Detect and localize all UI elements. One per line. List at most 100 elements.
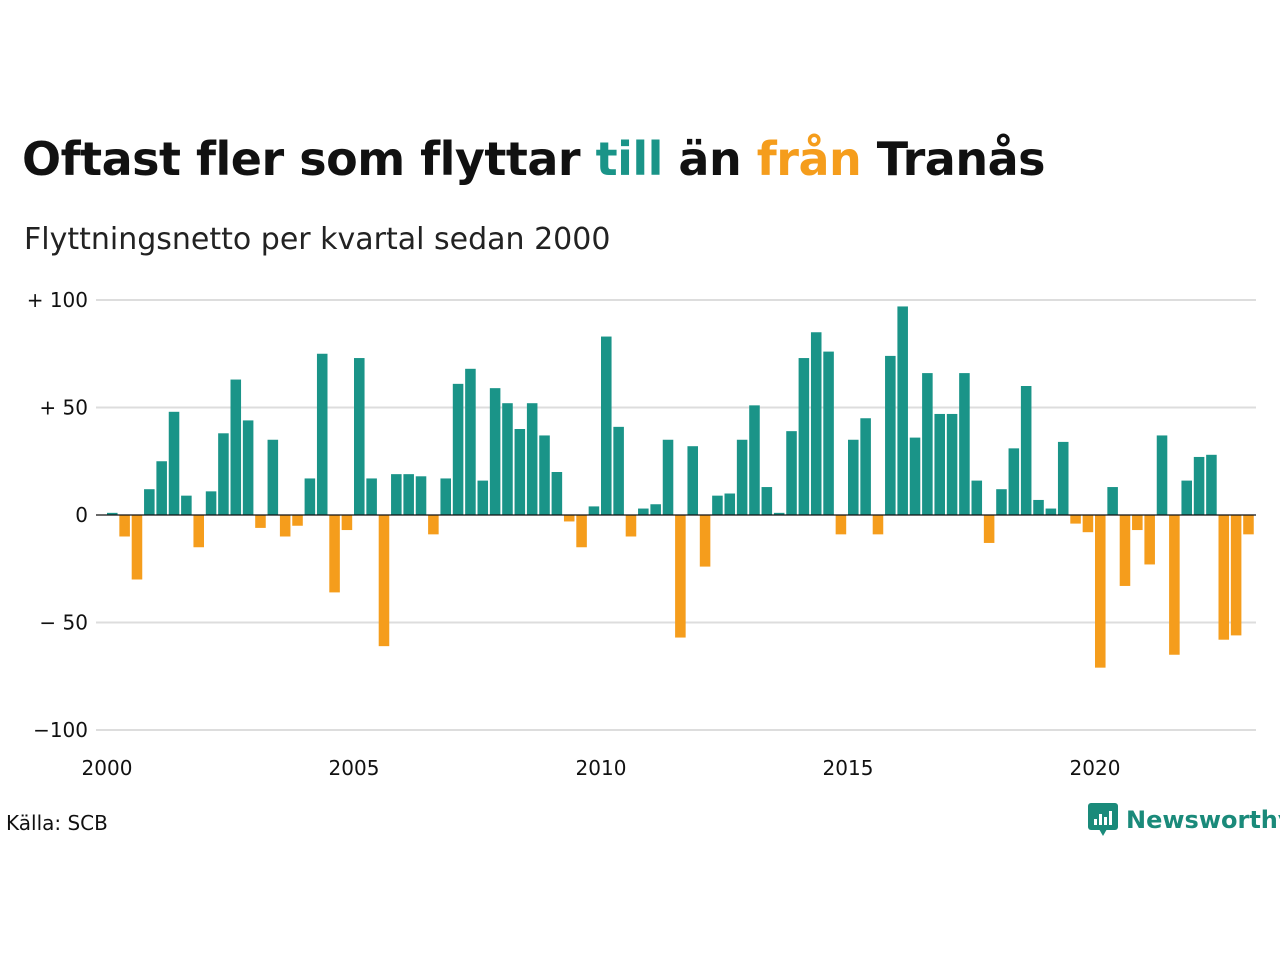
title-word-fran: från	[756, 132, 862, 186]
bar	[650, 504, 661, 515]
bar	[292, 515, 303, 526]
bar	[625, 515, 637, 537]
bar	[1119, 515, 1131, 586]
bar	[316, 353, 328, 515]
bar	[736, 439, 748, 515]
bar	[551, 472, 563, 515]
bar	[255, 515, 266, 528]
bar	[996, 489, 1007, 515]
bar	[1169, 515, 1180, 655]
bar	[366, 478, 377, 515]
bar	[1070, 515, 1081, 524]
bar	[1082, 515, 1094, 533]
y-tick-labels: + 100 + 50 0 − 50 −100	[27, 288, 88, 742]
bar	[119, 515, 130, 537]
bar	[835, 515, 847, 535]
bar	[304, 478, 316, 515]
bar	[971, 480, 983, 515]
bar	[218, 433, 229, 515]
bar	[601, 336, 612, 515]
bar	[761, 487, 773, 515]
bar	[638, 508, 649, 515]
bar	[712, 495, 723, 515]
bar	[687, 446, 698, 515]
bar	[946, 413, 958, 515]
bar	[983, 515, 995, 543]
bar	[786, 431, 797, 515]
bar	[1107, 487, 1118, 515]
x-tick-label: 2000	[82, 756, 133, 780]
bar	[563, 515, 575, 522]
bar	[107, 512, 118, 515]
bar	[810, 332, 822, 515]
newsworthy-logo: Newsworthy	[1088, 803, 1280, 837]
title-part-2: än	[662, 132, 757, 186]
x-tick-label: 2005	[329, 756, 380, 780]
bar	[897, 306, 908, 515]
bar	[885, 355, 896, 515]
bar	[428, 515, 439, 535]
bar	[279, 515, 291, 537]
y-tick-label: + 100	[27, 288, 88, 312]
bar	[773, 512, 785, 515]
bar	[1144, 515, 1155, 565]
bar	[526, 403, 538, 515]
bar	[1218, 515, 1230, 640]
bar	[205, 491, 217, 515]
bar	[1181, 480, 1192, 515]
newsworthy-logo-icon	[1088, 803, 1118, 836]
bar	[959, 373, 970, 515]
bar	[823, 351, 834, 515]
title-part-3: Tranås	[861, 132, 1046, 186]
bar	[477, 480, 489, 515]
bar	[242, 420, 254, 515]
bar	[1095, 515, 1106, 668]
bar	[156, 461, 167, 515]
y-tick-label: − 50	[39, 611, 88, 635]
bar	[440, 478, 451, 515]
y-tick-label: 0	[75, 503, 88, 527]
bar	[465, 368, 476, 515]
bar	[1132, 515, 1143, 531]
bar	[1033, 499, 1044, 515]
bar	[798, 358, 810, 515]
bar	[724, 493, 736, 515]
bar	[539, 435, 550, 515]
bar	[934, 413, 945, 515]
bar	[502, 403, 513, 515]
bar	[1156, 435, 1168, 515]
bar	[588, 506, 600, 515]
bar	[1193, 456, 1205, 515]
bar	[922, 373, 933, 515]
x-tick-label: 2010	[576, 756, 627, 780]
bar	[749, 405, 760, 515]
bar	[452, 383, 464, 515]
bar	[675, 515, 686, 638]
bar	[860, 418, 871, 515]
bar	[415, 476, 427, 515]
bar	[613, 426, 624, 515]
bar	[341, 515, 353, 531]
bar	[144, 489, 155, 515]
bar	[181, 495, 192, 515]
title-word-till: till	[595, 132, 664, 186]
bar	[872, 515, 884, 535]
chart-subtitle: Flyttningsnetto per kvartal sedan 2000	[24, 222, 611, 257]
y-tick-label: −100	[33, 718, 88, 742]
bar	[699, 515, 711, 567]
bar	[662, 439, 674, 515]
bar	[1008, 448, 1020, 515]
bar-chart: + 100 + 50 0 − 50 −100 2000 2005 2010 2015 2020	[27, 288, 1256, 780]
bar	[489, 388, 501, 515]
bar	[267, 439, 279, 515]
bar	[193, 515, 204, 548]
source-note: Källa: SCB	[6, 811, 108, 835]
bar	[230, 379, 242, 515]
bar	[1045, 508, 1057, 515]
bar	[1206, 454, 1217, 515]
chart-title: Oftast fler som flyttar till än från Tra…	[22, 132, 1045, 186]
bar	[131, 515, 143, 580]
bar	[329, 515, 340, 593]
x-tick-label: 2015	[823, 756, 874, 780]
x-tick-label: 2020	[1070, 756, 1121, 780]
